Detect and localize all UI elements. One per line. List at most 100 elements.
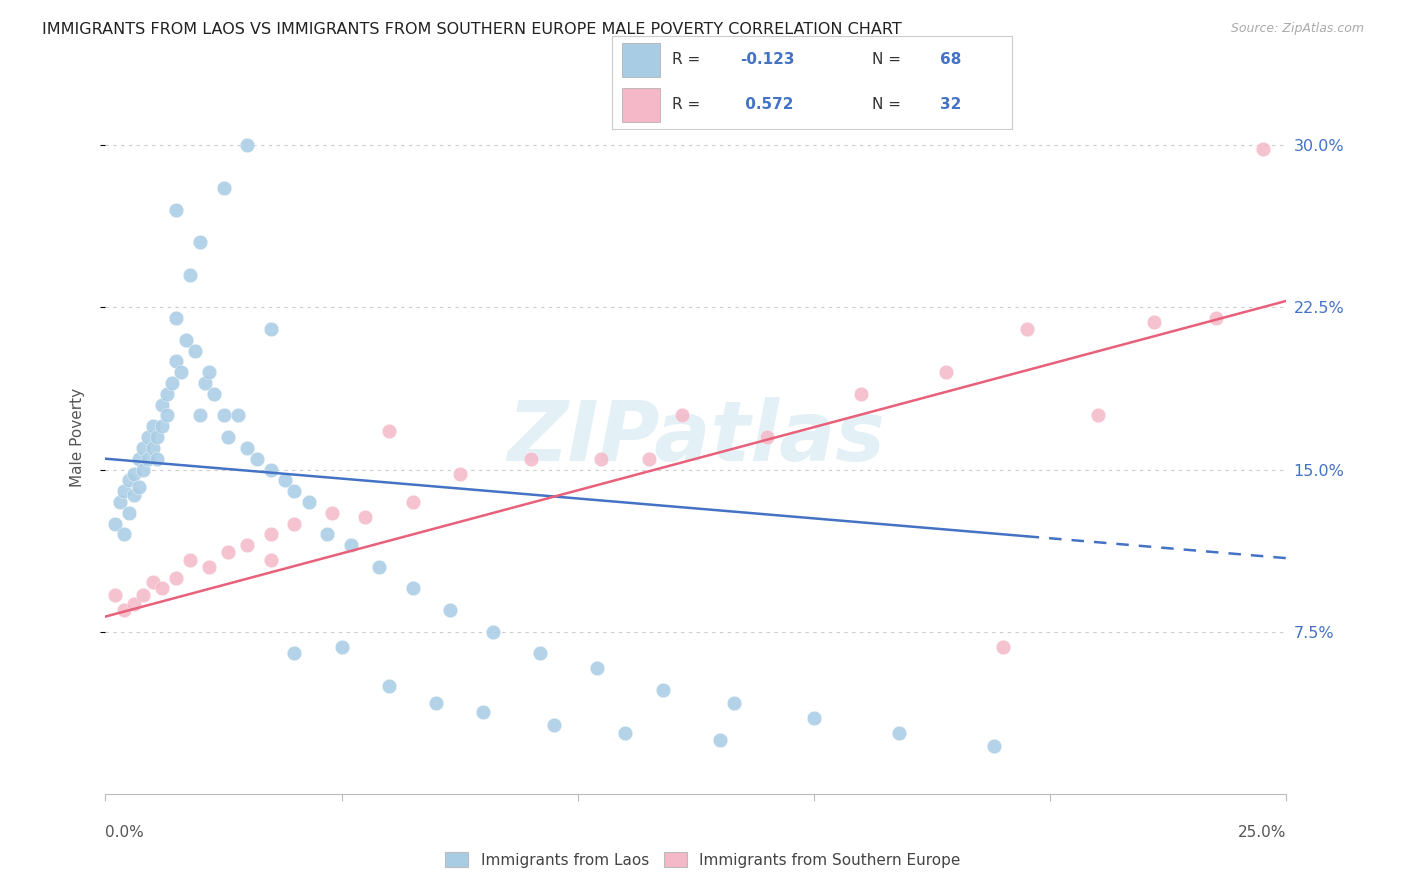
- Point: [1143, 316, 1166, 330]
- Point: [449, 467, 471, 481]
- Point: [132, 441, 155, 455]
- Point: [150, 419, 173, 434]
- Point: [165, 571, 187, 585]
- Point: [122, 488, 145, 502]
- Text: IMMIGRANTS FROM LAOS VS IMMIGRANTS FROM SOUTHERN EUROPE MALE POVERTY CORRELATION: IMMIGRANTS FROM LAOS VS IMMIGRANTS FROM …: [42, 22, 901, 37]
- Point: [132, 588, 155, 602]
- Point: [709, 732, 731, 747]
- Point: [226, 409, 249, 423]
- Point: [179, 553, 201, 567]
- Point: [585, 661, 607, 675]
- Point: [283, 646, 305, 660]
- Point: [142, 419, 165, 434]
- Point: [165, 354, 187, 368]
- Text: -0.123: -0.123: [740, 52, 794, 67]
- Text: 0.572: 0.572: [740, 97, 793, 112]
- Point: [591, 451, 613, 466]
- Point: [321, 506, 343, 520]
- Text: 0.0%: 0.0%: [105, 825, 145, 840]
- Point: [651, 683, 673, 698]
- Point: [104, 516, 127, 531]
- Point: [184, 343, 207, 358]
- Point: [519, 451, 541, 466]
- Point: [283, 484, 305, 499]
- Point: [401, 495, 423, 509]
- Point: [104, 588, 127, 602]
- Text: 32: 32: [941, 97, 962, 112]
- Point: [156, 409, 179, 423]
- Point: [150, 582, 173, 596]
- Point: [212, 181, 235, 195]
- Point: [935, 365, 957, 379]
- Point: [128, 451, 150, 466]
- Point: [260, 462, 283, 476]
- Point: [112, 527, 135, 541]
- Point: [122, 467, 145, 481]
- Point: [543, 717, 565, 731]
- Point: [165, 311, 187, 326]
- Point: [401, 582, 423, 596]
- Text: 68: 68: [941, 52, 962, 67]
- Point: [330, 640, 353, 654]
- Point: [316, 527, 339, 541]
- Text: N =: N =: [872, 52, 905, 67]
- Point: [128, 480, 150, 494]
- Point: [236, 138, 259, 153]
- Point: [146, 451, 169, 466]
- Point: [174, 333, 197, 347]
- Point: [118, 473, 141, 487]
- Point: [378, 424, 401, 438]
- Point: [142, 574, 165, 589]
- Point: [142, 441, 165, 455]
- Point: [354, 510, 377, 524]
- Point: [202, 387, 225, 401]
- Point: [755, 430, 778, 444]
- Point: [112, 484, 135, 499]
- Point: [112, 603, 135, 617]
- Point: [217, 430, 239, 444]
- Point: [887, 726, 910, 740]
- Text: N =: N =: [872, 97, 905, 112]
- Point: [1205, 311, 1227, 326]
- Point: [1251, 143, 1274, 157]
- Point: [170, 365, 193, 379]
- Point: [671, 409, 693, 423]
- Point: [136, 430, 159, 444]
- Point: [991, 640, 1014, 654]
- Point: [212, 409, 235, 423]
- Point: [274, 473, 297, 487]
- Point: [198, 559, 221, 574]
- Point: [425, 696, 447, 710]
- Point: [132, 462, 155, 476]
- Point: [283, 516, 305, 531]
- Point: [472, 705, 495, 719]
- Point: [723, 696, 745, 710]
- Text: ZIPatlas: ZIPatlas: [508, 397, 884, 477]
- Point: [236, 441, 259, 455]
- Point: [122, 597, 145, 611]
- Point: [108, 495, 131, 509]
- FancyBboxPatch shape: [621, 88, 659, 122]
- Point: [614, 726, 637, 740]
- Point: [378, 679, 401, 693]
- Point: [236, 538, 259, 552]
- Point: [851, 387, 873, 401]
- Point: [198, 365, 221, 379]
- Point: [260, 527, 283, 541]
- Point: [136, 451, 159, 466]
- Point: [1015, 322, 1038, 336]
- Point: [803, 711, 825, 725]
- Point: [983, 739, 1005, 754]
- Text: 25.0%: 25.0%: [1239, 825, 1286, 840]
- Point: [179, 268, 201, 282]
- Point: [156, 387, 179, 401]
- Point: [529, 646, 551, 660]
- Point: [637, 451, 659, 466]
- Point: [482, 624, 505, 639]
- Point: [165, 202, 187, 217]
- Point: [194, 376, 217, 390]
- Point: [118, 506, 141, 520]
- Text: R =: R =: [672, 97, 704, 112]
- Point: [150, 398, 173, 412]
- Point: [340, 538, 363, 552]
